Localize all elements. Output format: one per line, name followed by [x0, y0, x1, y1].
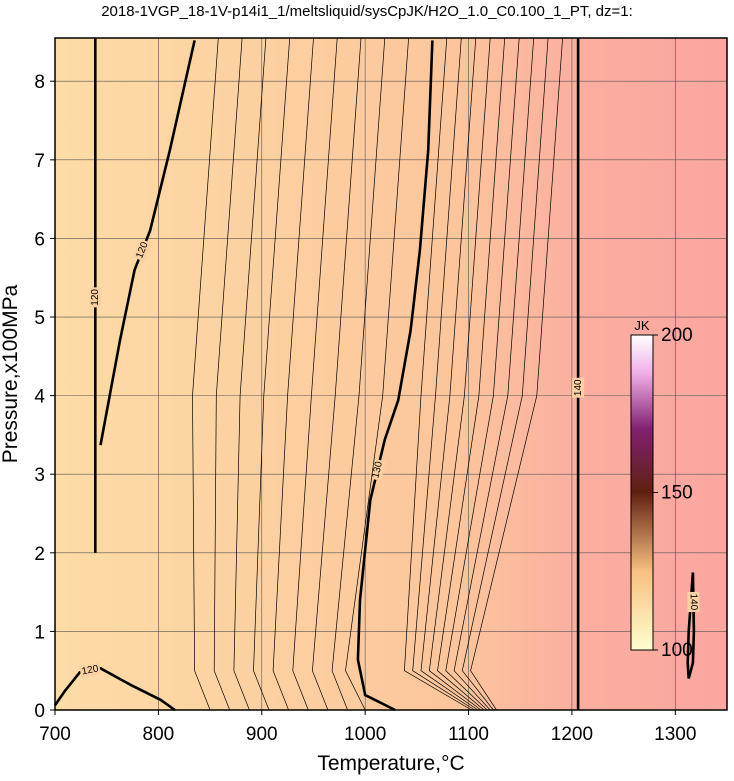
x-tick-label: 1100 [448, 724, 489, 745]
minor-contour [292, 37, 338, 711]
contour-label-bg [89, 287, 102, 308]
minor-contour [272, 37, 314, 711]
x-tick-label: 900 [246, 724, 278, 745]
minor-contour [420, 37, 478, 711]
minor-contour [461, 37, 549, 711]
contour-label: 140 [688, 593, 699, 610]
minor-contour [428, 37, 491, 711]
y-tick-label: 3 [34, 465, 45, 486]
contour-label: 120 [81, 663, 100, 677]
plot-frame [54, 37, 728, 711]
y-tick-label: 1 [34, 622, 45, 643]
contour-label: 120 [90, 289, 101, 306]
colorbar-tick-label: 100 [661, 640, 693, 661]
y-tick-label: 4 [34, 387, 45, 408]
minor-contour [445, 37, 520, 711]
minor-contour [412, 37, 475, 711]
contour-label-bg [79, 662, 102, 679]
y-tick-label: 7 [34, 151, 45, 172]
y-tick-label: 2 [34, 544, 45, 565]
minor-contour [345, 37, 409, 711]
contour-label-bg [133, 238, 152, 262]
y-tick-label: 8 [34, 72, 45, 93]
minor-contour [213, 37, 243, 711]
contour-label-bg [572, 377, 585, 398]
x-tick-label: 700 [39, 724, 71, 745]
chart-title: 2018-1VGP_18-1V-p14i1_1/meltsliquid/sysC… [101, 3, 633, 20]
minor-contour [331, 37, 386, 711]
x-tick-label: 1000 [344, 724, 386, 745]
colorbar-tick-label: 200 [661, 325, 693, 346]
minor-contour [233, 37, 267, 711]
minor-contour [470, 37, 563, 711]
colorbar: JK 100 150 200 [630, 318, 693, 661]
major-contour [686, 572, 696, 679]
minor-contour [453, 37, 535, 711]
colorbar-tick-label: 150 [661, 483, 693, 504]
x-axis-label: Temperature,°C [317, 752, 464, 775]
colorbar-scale [630, 334, 654, 651]
contour-label: 130 [370, 460, 385, 479]
x-tick-label: 800 [143, 724, 175, 745]
plot-background [55, 38, 727, 710]
minor-contour [312, 37, 362, 711]
minor-contour [253, 37, 291, 711]
y-tick-label: 6 [34, 229, 45, 250]
major-contour [356, 40, 434, 712]
x-tick-label: 1200 [551, 724, 593, 745]
minor-contour [192, 37, 219, 711]
y-tick-label: 5 [34, 308, 45, 329]
major-contour [53, 666, 176, 712]
contour-label: 140 [573, 379, 584, 396]
x-tick-label: 1300 [654, 724, 696, 745]
contour-label-bg [687, 591, 700, 613]
grid [54, 38, 727, 711]
minor-contour [404, 37, 472, 711]
y-tick-label: 0 [34, 701, 45, 722]
minor-contour [437, 37, 506, 711]
y-axis-label: Pressure,x100MPa [0, 284, 22, 463]
colorbar-label: JK [634, 318, 650, 333]
